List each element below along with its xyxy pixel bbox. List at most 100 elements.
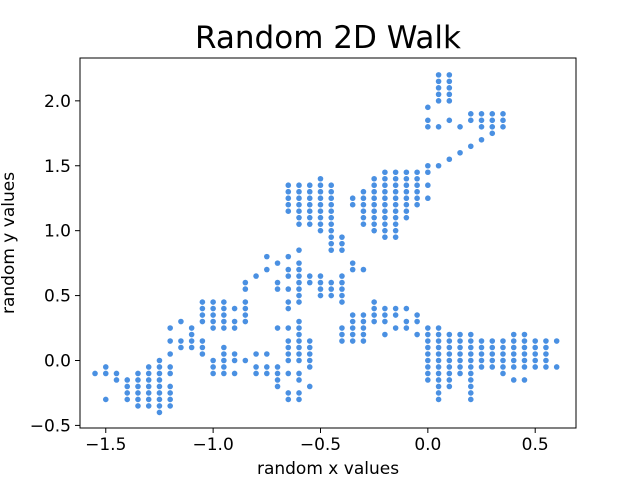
data-point [457,149,463,156]
data-point [414,175,420,182]
data-point [489,357,496,364]
data-point [435,72,442,78]
data-point [521,331,528,338]
data-point [210,305,216,312]
data-point [371,175,377,182]
data-point [403,182,410,189]
data-point [328,221,335,227]
data-point [446,98,453,104]
data-point [296,344,302,351]
data-point [521,364,528,370]
data-point [349,312,356,318]
data-point [360,325,367,331]
data-point [306,357,313,364]
data-point [403,305,410,312]
data-point [500,370,506,377]
data-point [467,143,474,150]
data-point [285,182,292,189]
data-point [317,208,324,214]
data-point [242,312,249,318]
data-point [328,208,335,214]
data-point [317,214,324,221]
data-point [510,351,517,357]
data-point [489,351,496,357]
data-point [264,266,270,273]
data-point [306,383,313,390]
data-point [188,325,195,331]
data-point [446,78,453,85]
data-point [221,299,227,305]
data-point [306,214,313,221]
data-point [306,221,313,227]
data-point [382,169,388,176]
data-point [274,370,281,377]
data-point [510,377,517,383]
data-point [500,111,506,117]
data-point [392,325,399,331]
data-point [349,266,356,273]
x-tick-label: −1.0 [192,435,233,455]
data-point [382,331,388,338]
data-point [521,351,528,357]
x-tick-label: 0.0 [414,435,441,455]
data-point [543,338,549,344]
data-point [221,344,227,351]
data-point [317,273,324,279]
data-point [392,208,399,214]
data-point [285,357,292,364]
data-point [317,175,324,182]
data-point [446,364,453,370]
data-point [446,338,453,344]
data-point [382,221,388,227]
data-point [446,377,453,383]
data-point [446,91,453,98]
data-point [414,312,420,318]
data-point [478,111,485,117]
data-point [339,299,345,305]
data-point [199,344,206,351]
data-point [403,188,410,195]
data-point [414,201,420,208]
data-point [382,214,388,221]
data-point [457,344,463,351]
data-point [210,312,216,318]
data-point [145,403,152,409]
data-point [425,364,431,370]
data-point [328,240,335,247]
data-point [199,351,206,357]
data-point [285,305,292,312]
data-point [446,370,453,377]
data-point [489,364,496,370]
data-point [360,221,367,227]
data-point [360,312,367,318]
data-point [521,344,528,351]
data-point [178,318,184,325]
data-point [414,169,420,176]
data-point [210,357,216,364]
data-point [221,325,227,331]
data-point [178,344,184,351]
data-point [242,357,249,364]
data-point [382,318,388,325]
data-point [113,370,120,377]
data-point [510,344,517,351]
data-point [457,124,463,130]
data-point [317,286,324,292]
data-point [349,201,356,208]
data-point [135,390,141,396]
data-point [285,195,292,202]
data-point [467,344,474,351]
data-point [317,279,324,286]
data-point [231,351,238,357]
data-point [317,201,324,208]
data-point [371,214,377,221]
data-point [349,260,356,266]
data-point [242,299,249,305]
data-point [145,390,152,396]
data-point [274,364,281,370]
data-point [296,299,302,305]
data-point [532,357,538,364]
data-point [457,364,463,370]
data-point [317,195,324,202]
data-point [306,201,313,208]
